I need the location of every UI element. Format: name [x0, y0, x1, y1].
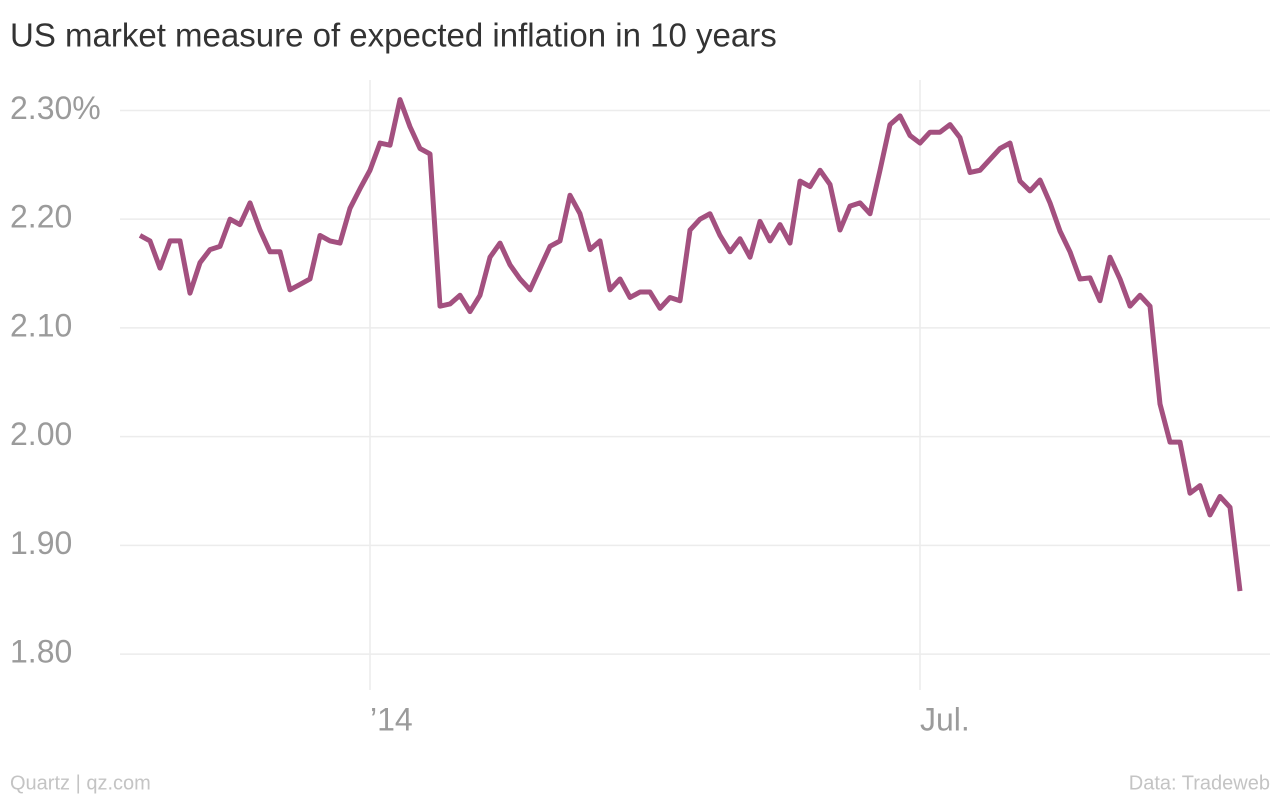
- y-tick-label: 2.10: [10, 307, 72, 343]
- y-tick-label: 1.80: [10, 634, 72, 670]
- y-tick-label: 2.00: [10, 416, 72, 452]
- data-line: [138, 97, 1243, 592]
- credit: Quartz | qz.com: [10, 772, 151, 794]
- y-tick-label: 2.20: [10, 199, 72, 235]
- y-tick-label: 2.30%: [10, 90, 101, 126]
- x-tick-label: Jul.: [920, 701, 970, 737]
- x-tick-label: ’14: [370, 701, 413, 737]
- source: Data: Tradeweb: [1129, 772, 1270, 794]
- y-tick-label: 1.90: [10, 525, 72, 561]
- chart-title: US market measure of expected inflation …: [10, 17, 777, 54]
